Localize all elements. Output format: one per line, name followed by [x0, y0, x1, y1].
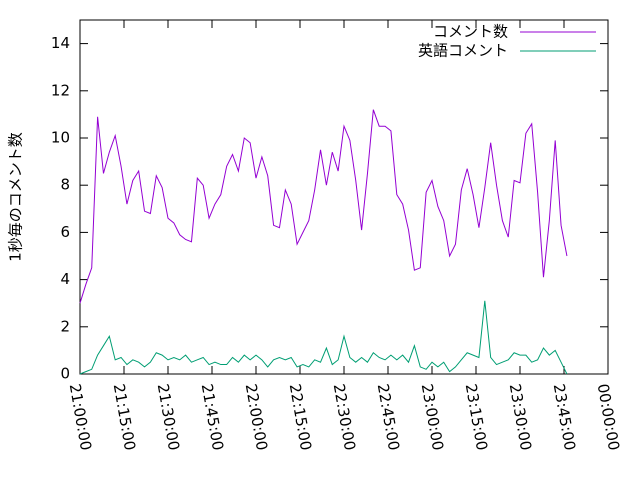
y-tick-label: 8 [60, 176, 70, 194]
legend-label: 英語コメント [418, 42, 508, 60]
y-tick-label: 14 [51, 34, 70, 52]
y-tick-label: 6 [60, 223, 70, 241]
y-tick-label: 4 [60, 270, 70, 288]
y-tick-label: 12 [51, 81, 70, 99]
y-tick-label: 10 [51, 129, 70, 147]
series-line [79, 109, 568, 304]
y-tick-label: 2 [60, 317, 70, 335]
y-axis-label: 1秒毎のコメント数 [7, 132, 25, 262]
y-tick-label: 0 [60, 365, 70, 383]
series-line [79, 300, 568, 375]
legend-label: コメント数 [433, 23, 508, 41]
